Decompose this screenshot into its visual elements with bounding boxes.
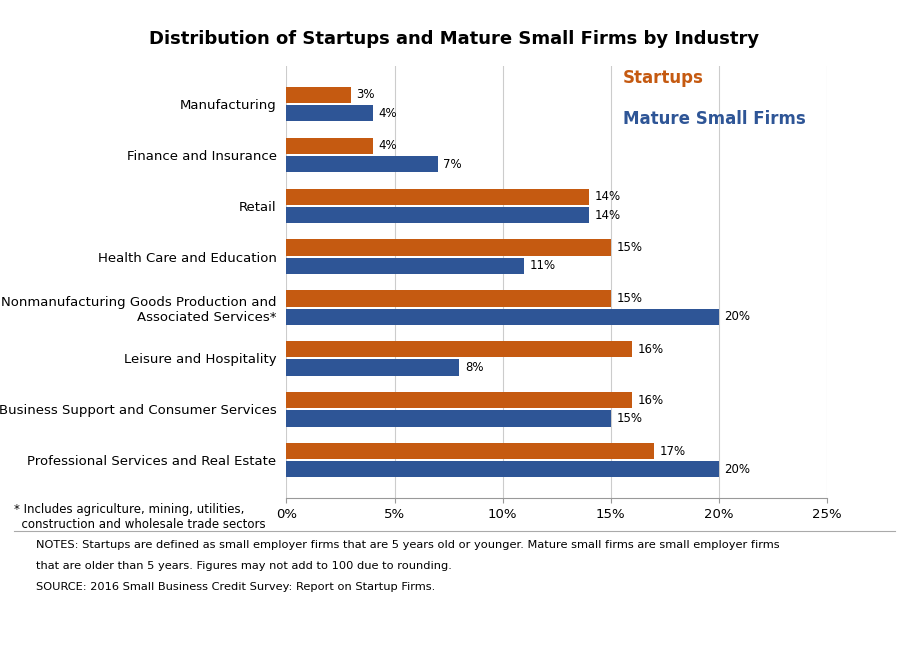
- Text: 16%: 16%: [638, 343, 664, 356]
- Bar: [286, 138, 373, 154]
- Bar: [286, 360, 459, 376]
- Text: 4%: 4%: [378, 139, 397, 152]
- Bar: [286, 240, 611, 255]
- Text: that are older than 5 years. Figures may not add to 100 due to rounding.: that are older than 5 years. Figures may…: [36, 561, 453, 571]
- Text: NOTES: Startups are defined as small employer firms that are 5 years old or youn: NOTES: Startups are defined as small emp…: [36, 540, 780, 550]
- Bar: [286, 392, 633, 409]
- Text: Federal Reserve Bank: Federal Reserve Bank: [16, 635, 172, 649]
- Text: 15%: 15%: [616, 292, 643, 305]
- Text: 20%: 20%: [724, 463, 751, 476]
- Bar: [286, 411, 611, 426]
- Text: 8%: 8%: [464, 361, 484, 374]
- Bar: [286, 309, 719, 325]
- Text: * Includes agriculture, mining, utilities,
  construction and wholesale trade se: * Includes agriculture, mining, utilitie…: [14, 503, 265, 531]
- Text: St. Louis: St. Louis: [130, 635, 193, 649]
- Text: 15%: 15%: [616, 241, 643, 254]
- Text: Distribution of Startups and Mature Small Firms by Industry: Distribution of Startups and Mature Smal…: [149, 30, 760, 48]
- Bar: [286, 207, 589, 223]
- Bar: [286, 443, 654, 459]
- Bar: [286, 341, 633, 358]
- Bar: [286, 156, 438, 172]
- Text: 7%: 7%: [444, 158, 462, 171]
- Text: 3%: 3%: [356, 88, 375, 102]
- Bar: [286, 258, 524, 274]
- Text: of: of: [107, 635, 121, 649]
- Bar: [286, 290, 611, 306]
- Text: Startups: Startups: [623, 69, 704, 87]
- Bar: [286, 87, 351, 103]
- Text: 4%: 4%: [378, 107, 397, 120]
- Bar: [286, 105, 373, 121]
- Text: SOURCE: 2016 Small Business Credit Survey: Report on Startup Firms.: SOURCE: 2016 Small Business Credit Surve…: [36, 582, 435, 592]
- Text: 17%: 17%: [660, 444, 685, 457]
- Text: 20%: 20%: [724, 310, 751, 323]
- Text: 16%: 16%: [638, 393, 664, 407]
- Text: 11%: 11%: [530, 259, 555, 273]
- Text: Mature Small Firms: Mature Small Firms: [623, 110, 805, 128]
- Bar: [286, 189, 589, 205]
- Bar: [286, 461, 719, 477]
- Text: 15%: 15%: [616, 412, 643, 425]
- Text: 14%: 14%: [594, 190, 621, 203]
- Text: 14%: 14%: [594, 209, 621, 222]
